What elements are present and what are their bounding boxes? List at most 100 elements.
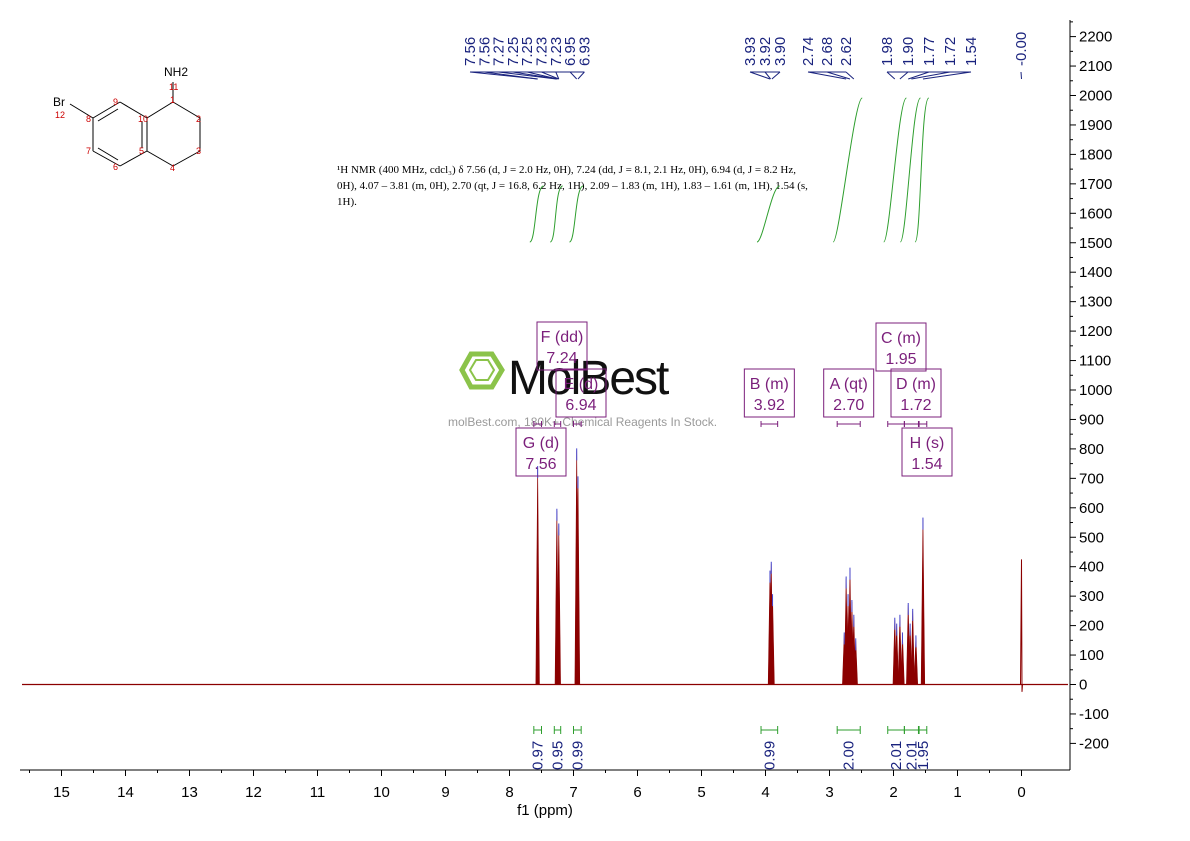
multiplet-box — [555, 368, 607, 418]
x-tick-label: 3 — [825, 784, 833, 801]
spectrum-peak — [770, 596, 775, 685]
multiplet-shift: 1.72 — [900, 397, 931, 414]
x-tick-label: 7 — [569, 784, 577, 801]
y-tick-label: 2000 — [1079, 88, 1112, 105]
x-tick-label: 9 — [441, 784, 449, 801]
atom-number: 4 — [170, 163, 175, 173]
spectrum-peak — [910, 610, 915, 685]
y-tick-label: 200 — [1079, 618, 1104, 635]
multiplet-name: E (d) — [564, 376, 599, 393]
peak-label-leader — [826, 71, 851, 80]
integral-curve — [899, 97, 921, 243]
peak-shift-label: 3.90 — [772, 37, 789, 66]
spectrum-peak — [535, 468, 540, 685]
y-tick-label: 2200 — [1079, 29, 1112, 46]
multiplet-shift: 1.54 — [911, 456, 942, 473]
multiplet-annotations: A (qt) 2.70 B (m) 3.92 C (m) 1.95 D (m) 1.72 E (… — [515, 321, 953, 477]
multiplet-box — [515, 427, 567, 477]
peak-shift-label: 1.90 — [900, 37, 917, 66]
multiplet-shift: 2.70 — [833, 397, 864, 414]
peak-shift-label: 7.25 — [519, 37, 536, 66]
y-tick-label: 500 — [1079, 529, 1104, 546]
peak-label-leader — [764, 71, 772, 80]
x-tick-label: 14 — [117, 784, 134, 801]
spectrum-peak — [920, 519, 926, 685]
y-tick-label: 1800 — [1079, 146, 1112, 163]
y-tick-label: 1700 — [1079, 176, 1112, 193]
nh2-label: NH2 — [164, 65, 188, 79]
integral-curve — [914, 97, 930, 243]
x-tick-label: 6 — [633, 784, 641, 801]
integral-value: 2.01 — [903, 741, 920, 770]
multiplet-box — [743, 368, 795, 418]
peak-label-leader — [886, 71, 896, 80]
multiplet-box — [875, 322, 927, 372]
peak-label-leader — [845, 71, 855, 80]
peak-shift-label: 7.56 — [476, 37, 493, 66]
peak-labels: 7.567.567.277.257.257.237.236.956.93 3.93… — [462, 32, 1030, 80]
nmr-report-line: ¹H NMR (400 MHz, cdcl₃) δ 7.56 (d, J = 2… — [337, 164, 796, 176]
y-tick-label: -100 — [1079, 706, 1109, 723]
atom-number: 8 — [86, 114, 91, 124]
peak-label-leader — [899, 71, 909, 80]
multiplet-name: C (m) — [881, 330, 921, 347]
y-tick-label: 1500 — [1079, 235, 1112, 252]
peak-label-leader — [922, 71, 972, 80]
y-tick-label: -200 — [1079, 735, 1109, 752]
y-tick-label: 1200 — [1079, 323, 1112, 340]
peak-shift-label: 1.72 — [942, 37, 959, 66]
integral-curve — [883, 97, 907, 243]
atom-number: 12 — [55, 110, 65, 120]
peak-label-leader — [807, 71, 847, 80]
y-tick-label: 1100 — [1079, 353, 1111, 370]
integral-value: 2.00 — [841, 741, 858, 770]
peak-label-leader — [749, 71, 771, 80]
atom-number: 1 — [170, 95, 175, 105]
atom-number: 3 — [196, 146, 201, 156]
spectrum-peak — [575, 478, 581, 685]
y-tick-label: 100 — [1079, 647, 1104, 664]
multiplet-shift: 3.92 — [754, 397, 785, 414]
multiplet-box — [890, 368, 942, 418]
y-tick-label: 2100 — [1079, 58, 1112, 75]
y-tick-label: 900 — [1079, 411, 1104, 428]
peak-shift-label: 2.62 — [838, 37, 855, 66]
y-tick-label: 300 — [1079, 588, 1104, 605]
peak-shift-label: 3.93 — [742, 37, 759, 66]
multiplet-box — [536, 321, 588, 371]
x-tick-label: 5 — [697, 784, 705, 801]
peak-label-leader — [908, 71, 930, 80]
atom-number: 10 — [138, 114, 148, 124]
x-axis-label: f1 (ppm) — [517, 802, 573, 819]
peak-label-leader — [911, 71, 951, 80]
molecule-structure: NH2 Br 11 1 2 3 4 5 6 7 8 9 10 12 — [53, 65, 201, 173]
spectrum-peak — [900, 634, 905, 685]
peak-shift-label: 6.93 — [576, 37, 593, 66]
integral-value: 1.95 — [915, 741, 932, 770]
integral-curve — [529, 185, 544, 243]
x-tick-label: 12 — [245, 784, 262, 801]
peak-shift-label: 7.23 — [548, 37, 565, 66]
atom-number: 6 — [113, 162, 118, 172]
axes: 15 14 13 12 11 10 9 8 7 6 5 4 3 2 1 0f1 (ppm)2200210020… — [20, 20, 1112, 819]
y-tick-label: 1400 — [1079, 264, 1112, 281]
multiplet-name: D (m) — [896, 376, 936, 393]
spectrum-peak — [894, 625, 899, 685]
x-tick-label: 8 — [505, 784, 513, 801]
multiplet-shift: 1.95 — [885, 351, 916, 368]
y-tick-label: 800 — [1079, 441, 1104, 458]
multiplet-shift: 7.56 — [525, 456, 556, 473]
benzene-logo-icon — [459, 351, 505, 390]
y-tick-label: 700 — [1079, 470, 1104, 487]
atom-number: 7 — [86, 146, 91, 156]
y-tick-label: 400 — [1079, 559, 1104, 576]
peak-shift-label: 2.74 — [800, 37, 817, 66]
peak-label-leader — [527, 71, 558, 80]
peak-label-leader — [569, 71, 578, 80]
atom-number: 5 — [139, 146, 144, 156]
peak-shift-label: 2.68 — [819, 37, 836, 66]
y-tick-label: 1900 — [1079, 117, 1112, 134]
spectrum-peak-tms — [1020, 559, 1023, 692]
integral-curve — [756, 185, 780, 243]
